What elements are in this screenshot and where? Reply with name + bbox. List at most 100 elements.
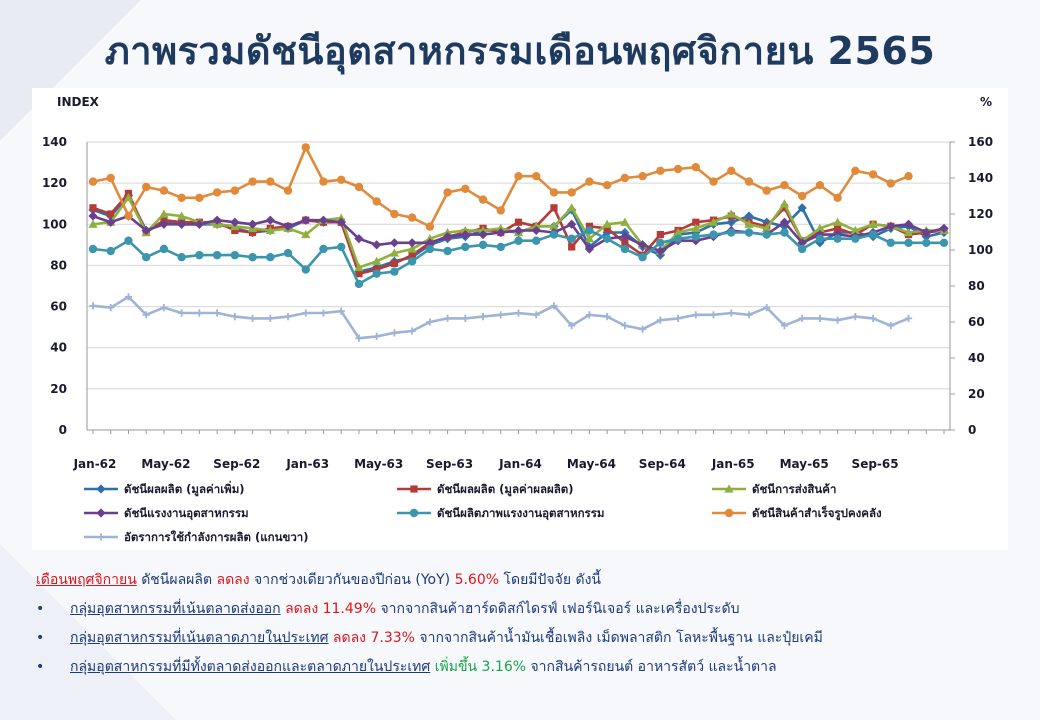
data-point [230, 217, 240, 227]
data-point [354, 279, 364, 289]
data-point [194, 219, 204, 229]
summary-value: 5.60% [454, 572, 500, 588]
data-point [816, 314, 824, 322]
data-point [319, 309, 328, 317]
data-point [709, 311, 718, 319]
data-point [301, 265, 310, 274]
data-point [762, 186, 771, 195]
y-tick-label-left: 80 [50, 258, 67, 272]
data-point [478, 225, 488, 235]
data-point [301, 229, 311, 239]
y-tick-label-right: 140 [968, 171, 993, 185]
data-point [568, 322, 576, 330]
data-point [248, 177, 257, 186]
bullet-domestic: • กลุ่มอุตสาหกรรมที่เน้นตลาดภายในประเทศ ล… [36, 626, 1016, 655]
bullet-detail: จากสินค้ารถยนต์ อาหารสัตว์ และน้ำตาล [526, 659, 777, 675]
data-point [850, 225, 860, 235]
data-point [337, 307, 345, 315]
data-point [443, 314, 452, 322]
data-point [496, 242, 505, 252]
data-point [373, 332, 381, 340]
data-point [478, 229, 488, 240]
data-point [124, 293, 133, 301]
x-tick-label: Jan-62 [73, 457, 117, 471]
data-point [550, 204, 558, 212]
data-point [266, 314, 274, 322]
data-point [638, 253, 647, 262]
data-point [621, 322, 629, 330]
bullet-dot: • [36, 630, 45, 646]
bullet-change: เพิ่มขึ้น 3.16% [434, 659, 527, 675]
data-point [903, 227, 914, 237]
data-point [673, 234, 683, 243]
data-point [726, 217, 736, 227]
legend-label: ดัชนีผลิตภาพแรงงานอุตสาหกรรม [437, 506, 604, 521]
data-point [603, 313, 611, 321]
data-point [514, 172, 523, 181]
y-tick-label-right: 80 [968, 279, 985, 293]
data-point [372, 197, 381, 206]
data-point [744, 211, 754, 221]
x-tick-label: Jan-63 [285, 457, 329, 471]
data-point [195, 250, 204, 260]
data-point [691, 163, 700, 172]
data-point [797, 191, 807, 201]
data-point [620, 173, 630, 183]
data-point [213, 309, 221, 317]
bullet-change: ลดลง 11.49% [285, 601, 376, 617]
data-point [230, 186, 240, 195]
data-point [443, 246, 452, 256]
x-tick-label: Sep-62 [213, 457, 260, 471]
data-point [639, 325, 647, 333]
data-point [177, 193, 186, 202]
data-point [124, 211, 133, 220]
legend-swatch-marker [96, 484, 106, 494]
data-point [922, 238, 931, 247]
data-point [407, 238, 417, 248]
data-point [833, 193, 842, 202]
data-point [939, 223, 949, 233]
legend-label: ดัชนีการส่งสินค้า [752, 482, 836, 496]
data-point [426, 318, 434, 326]
data-point [904, 314, 913, 322]
data-point [708, 217, 719, 226]
data-point [496, 206, 505, 215]
data-point [815, 234, 825, 243]
data-point [584, 244, 595, 254]
data-point [797, 238, 807, 248]
legend-label: ดัชนีสินค้าสำเร็จรูปคงคลัง [752, 505, 882, 521]
data-point [851, 313, 859, 321]
data-point [692, 218, 700, 226]
data-point [372, 256, 382, 265]
data-point [212, 215, 222, 225]
data-point [265, 215, 275, 225]
x-tick-label: Sep-65 [852, 457, 899, 471]
line-chart: INDEX % 0 20 40 60 80 100 120 140 0 20 40 60 80 100 120 1… [42, 95, 993, 544]
summary-text-2: จากช่วงเดียวกันของปีก่อน (YoY) [249, 572, 455, 588]
data-point [425, 238, 435, 248]
data-point [532, 236, 541, 245]
data-point [886, 238, 896, 247]
data-point [283, 186, 293, 195]
data-point [460, 225, 470, 235]
data-point [549, 188, 559, 197]
legend-label: อัตราการใช้กำลังการผลิต (แกนขวา) [124, 530, 309, 544]
data-point [195, 193, 204, 202]
y-axis-title-left: INDEX [57, 95, 100, 109]
data-point [231, 226, 239, 235]
data-point [265, 225, 275, 235]
data-point [389, 248, 399, 257]
x-tick-label: Sep-63 [426, 457, 473, 471]
data-point [372, 269, 381, 278]
data-point [159, 219, 169, 229]
chart-panel: INDEX% 0 20 40 60 80 100 120 140 0 20 40 60 80 100 120 1… [32, 88, 1008, 550]
data-point [89, 204, 97, 212]
legend-swatch-marker [724, 484, 734, 493]
data-point [656, 230, 664, 239]
data-point [425, 244, 435, 254]
data-point [744, 228, 754, 237]
data-point [266, 177, 275, 186]
data-point [709, 177, 718, 186]
data-point [247, 219, 258, 229]
data-point [319, 177, 328, 186]
